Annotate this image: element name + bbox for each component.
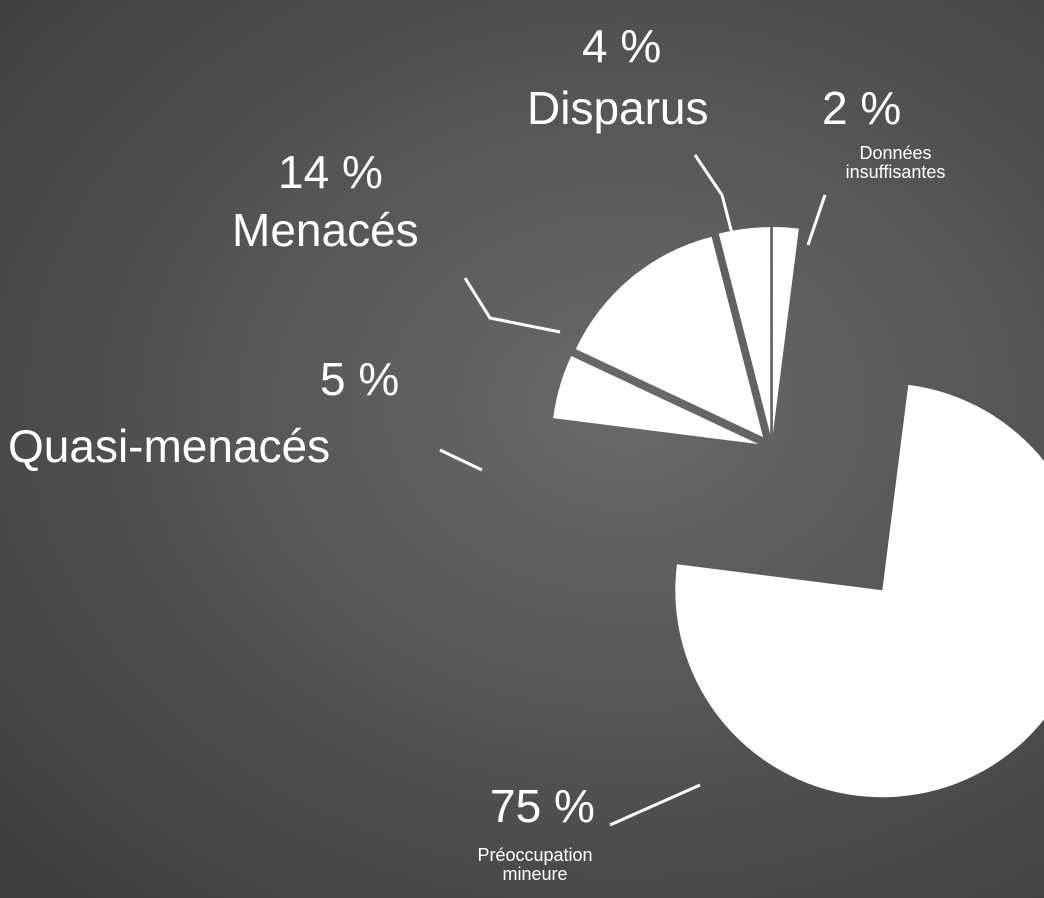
category-label: Préoccupation mineure	[477, 845, 593, 884]
category-label: Menacés	[232, 204, 419, 256]
category-label: Disparus	[527, 82, 709, 134]
leader-line	[806, 194, 827, 246]
leader-line	[439, 448, 483, 472]
value-label: 5 %	[320, 353, 400, 405]
leader-line	[693, 154, 737, 246]
value-label: 2 %	[822, 82, 902, 134]
value-label: 75 %	[490, 780, 595, 832]
leader-line	[609, 783, 701, 827]
leaders	[439, 154, 827, 827]
value-label: 14 %	[278, 146, 383, 198]
pie-slice	[575, 236, 764, 438]
leader-line	[463, 277, 561, 334]
category-label: Données insuffisantes	[845, 143, 946, 182]
pie-slice	[553, 355, 759, 445]
value-label: 4 %	[582, 20, 662, 72]
category-label: Quasi-menacés	[8, 420, 331, 472]
pie-slice	[718, 227, 771, 435]
pie-slice	[675, 384, 1044, 798]
pie-slice	[772, 227, 799, 435]
